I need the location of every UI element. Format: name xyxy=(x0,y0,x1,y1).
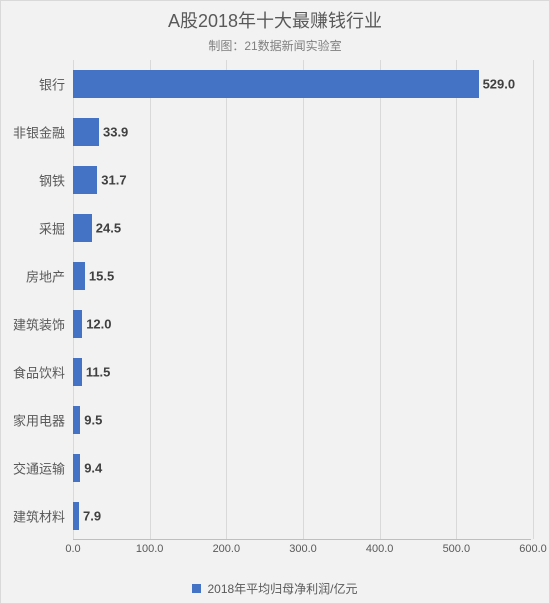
category-label: 房地产 xyxy=(26,266,73,285)
x-tick-label: 200.0 xyxy=(213,543,241,555)
bar xyxy=(73,70,479,98)
category-label: 建筑装饰 xyxy=(13,314,73,333)
bar xyxy=(73,406,80,434)
bar xyxy=(73,262,85,290)
category-label: 交通运输 xyxy=(13,458,73,477)
bar-row: 食品饮料11.5 xyxy=(73,348,531,396)
bar-value: 15.5 xyxy=(85,268,114,283)
legend-swatch xyxy=(192,584,201,593)
bar-row: 钢铁31.7 xyxy=(73,156,531,204)
bar-value: 529.0 xyxy=(479,76,516,91)
category-label: 建筑材料 xyxy=(13,506,73,525)
category-label: 非银金融 xyxy=(13,122,73,141)
category-label: 钢铁 xyxy=(39,170,73,189)
bar-value: 33.9 xyxy=(99,124,128,139)
legend-label: 2018年平均归母净利润/亿元 xyxy=(207,582,357,596)
bar xyxy=(73,358,82,386)
bar xyxy=(73,118,99,146)
x-tick-label: 0.0 xyxy=(65,543,80,555)
bar-value: 11.5 xyxy=(82,364,111,379)
bar-value: 9.4 xyxy=(80,460,102,475)
category-label: 食品饮料 xyxy=(13,362,73,381)
category-label: 银行 xyxy=(39,74,73,93)
bar-value: 24.5 xyxy=(92,220,121,235)
category-label: 采掘 xyxy=(39,218,73,237)
bar xyxy=(73,166,97,194)
grid-line xyxy=(533,60,534,539)
bar-row: 房地产15.5 xyxy=(73,252,531,300)
chart-title: A股2018年十大最赚钱行业 xyxy=(1,1,549,33)
x-tick-label: 400.0 xyxy=(366,543,394,555)
bar-row: 家用电器9.5 xyxy=(73,396,531,444)
profit-chart: A股2018年十大最赚钱行业 制图：21数据新闻实验室 0.0100.0200.… xyxy=(0,0,550,604)
chart-subtitle: 制图：21数据新闻实验室 xyxy=(1,33,549,60)
bar-value: 9.5 xyxy=(80,412,102,427)
bar-value: 31.7 xyxy=(97,172,126,187)
x-tick-label: 100.0 xyxy=(136,543,164,555)
x-tick-label: 500.0 xyxy=(443,543,471,555)
x-tick-label: 600.0 xyxy=(519,543,547,555)
bar-row: 银行529.0 xyxy=(73,60,531,108)
bar-row: 交通运输9.4 xyxy=(73,444,531,492)
bar xyxy=(73,454,80,482)
bar-row: 建筑装饰12.0 xyxy=(73,300,531,348)
bar xyxy=(73,214,92,242)
bar xyxy=(73,310,82,338)
bar-value: 12.0 xyxy=(82,316,111,331)
bar-row: 采掘24.5 xyxy=(73,204,531,252)
x-tick-label: 300.0 xyxy=(289,543,317,555)
category-label: 家用电器 xyxy=(13,410,73,429)
legend: 2018年平均归母净利润/亿元 xyxy=(1,580,549,597)
bar-value: 7.9 xyxy=(79,508,101,523)
bar-row: 非银金融33.9 xyxy=(73,108,531,156)
bar-row: 建筑材料7.9 xyxy=(73,492,531,540)
plot-area: 0.0100.0200.0300.0400.0500.0600.0银行529.0… xyxy=(73,60,531,540)
